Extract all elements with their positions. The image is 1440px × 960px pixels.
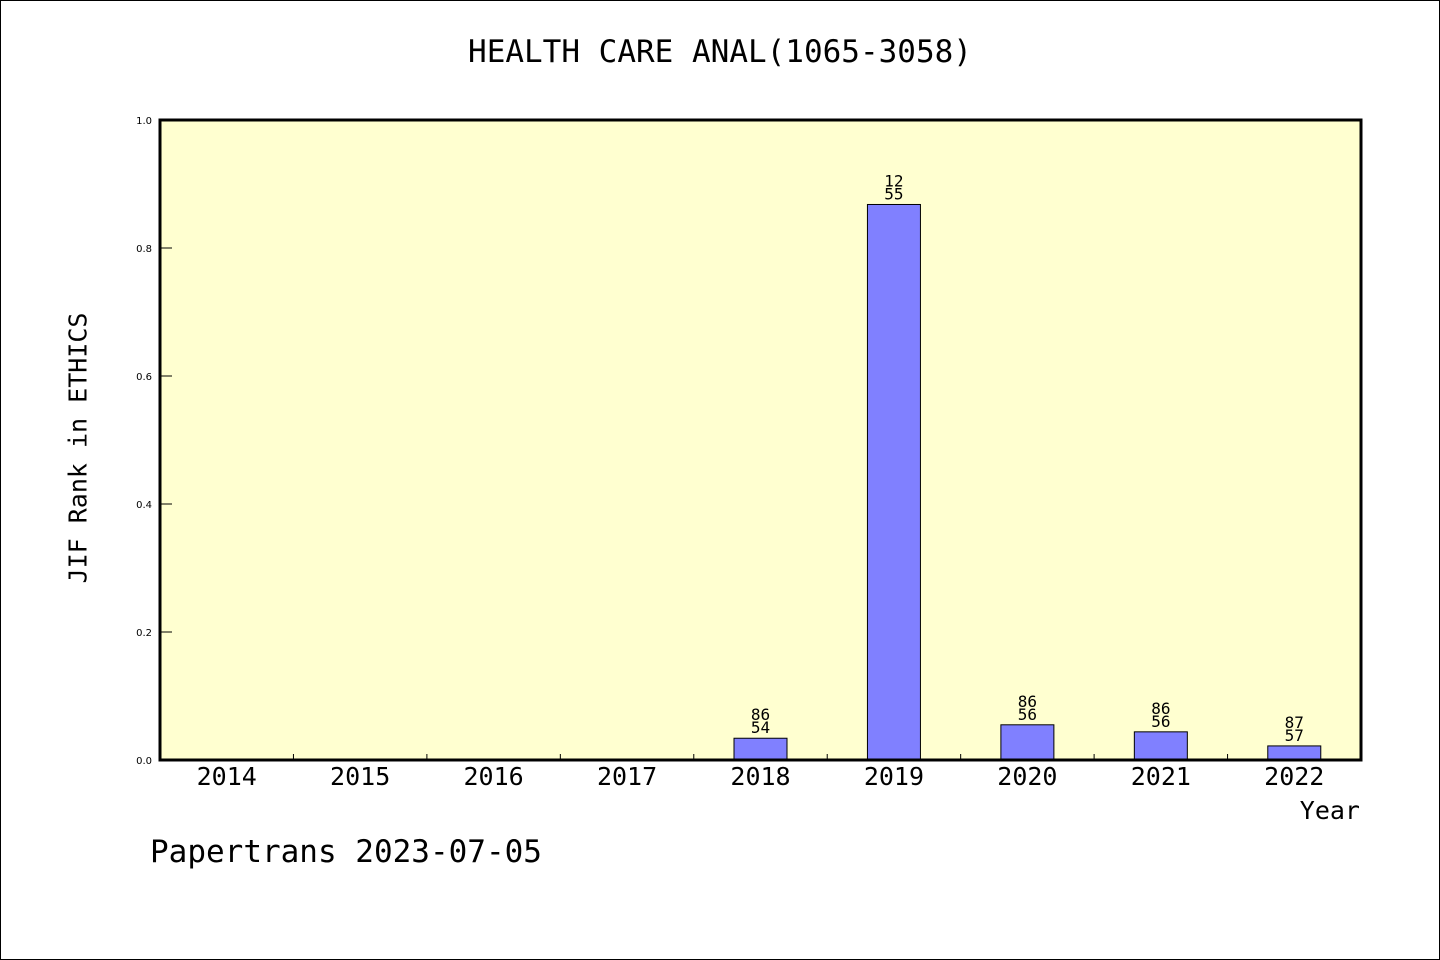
y-tick-label: 0.2 bbox=[136, 628, 152, 639]
data-label-bottom: 56 bbox=[1151, 712, 1170, 731]
bar bbox=[1267, 745, 1322, 761]
y-tick-label: 0.6 bbox=[136, 372, 152, 383]
x-tick-label: 2021 bbox=[1131, 762, 1191, 791]
data-label-top: 86 bbox=[751, 705, 770, 724]
y-axis-label: JIF Rank in ETHICS bbox=[63, 312, 93, 584]
x-tick-label: 2017 bbox=[597, 762, 657, 791]
y-tick-label: 1.0 bbox=[136, 116, 152, 127]
data-label-bottom: 54 bbox=[751, 718, 770, 737]
y-axis-ticks: 0.0 0.2 0.4 0.6 0.8 1.0 bbox=[136, 116, 172, 767]
plot-border bbox=[158, 118, 1363, 762]
x-tick-label: 2016 bbox=[464, 762, 524, 791]
x-axis-label: Year bbox=[1299, 796, 1360, 825]
plot-area bbox=[160, 120, 1361, 760]
footer-credit: Papertrans 2023-07-05 bbox=[150, 834, 542, 870]
bar bbox=[1133, 731, 1188, 761]
x-tick-label: 2020 bbox=[997, 762, 1057, 791]
chart-title: HEALTH CARE ANAL(1065-3058) bbox=[468, 34, 972, 70]
bar bbox=[866, 203, 921, 761]
data-label-top: 87 bbox=[1285, 713, 1304, 732]
data-label-bottom: 55 bbox=[884, 184, 903, 203]
x-tick-label: 2015 bbox=[330, 762, 390, 791]
x-tick-label: 2019 bbox=[864, 762, 924, 791]
data-label-top: 86 bbox=[1151, 699, 1170, 718]
y-tick-label: 0.4 bbox=[136, 500, 152, 511]
data-label-bottom: 56 bbox=[1018, 705, 1037, 724]
bar bbox=[733, 737, 788, 761]
x-tick-label: 2018 bbox=[730, 762, 790, 791]
bars bbox=[733, 203, 1322, 761]
x-tick-labels: 2014 2015 2016 2017 2018 2019 2020 2021 2022 bbox=[197, 762, 1325, 791]
bar bbox=[1000, 724, 1055, 761]
x-tick-label: 2014 bbox=[197, 762, 257, 791]
y-tick-label: 0.8 bbox=[136, 244, 152, 255]
data-label-bottom: 57 bbox=[1285, 726, 1304, 745]
y-tick-label: 0.0 bbox=[136, 756, 152, 767]
x-tick-label: 2022 bbox=[1264, 762, 1324, 791]
data-label-top: 12 bbox=[884, 171, 903, 190]
data-label-top: 86 bbox=[1018, 692, 1037, 711]
